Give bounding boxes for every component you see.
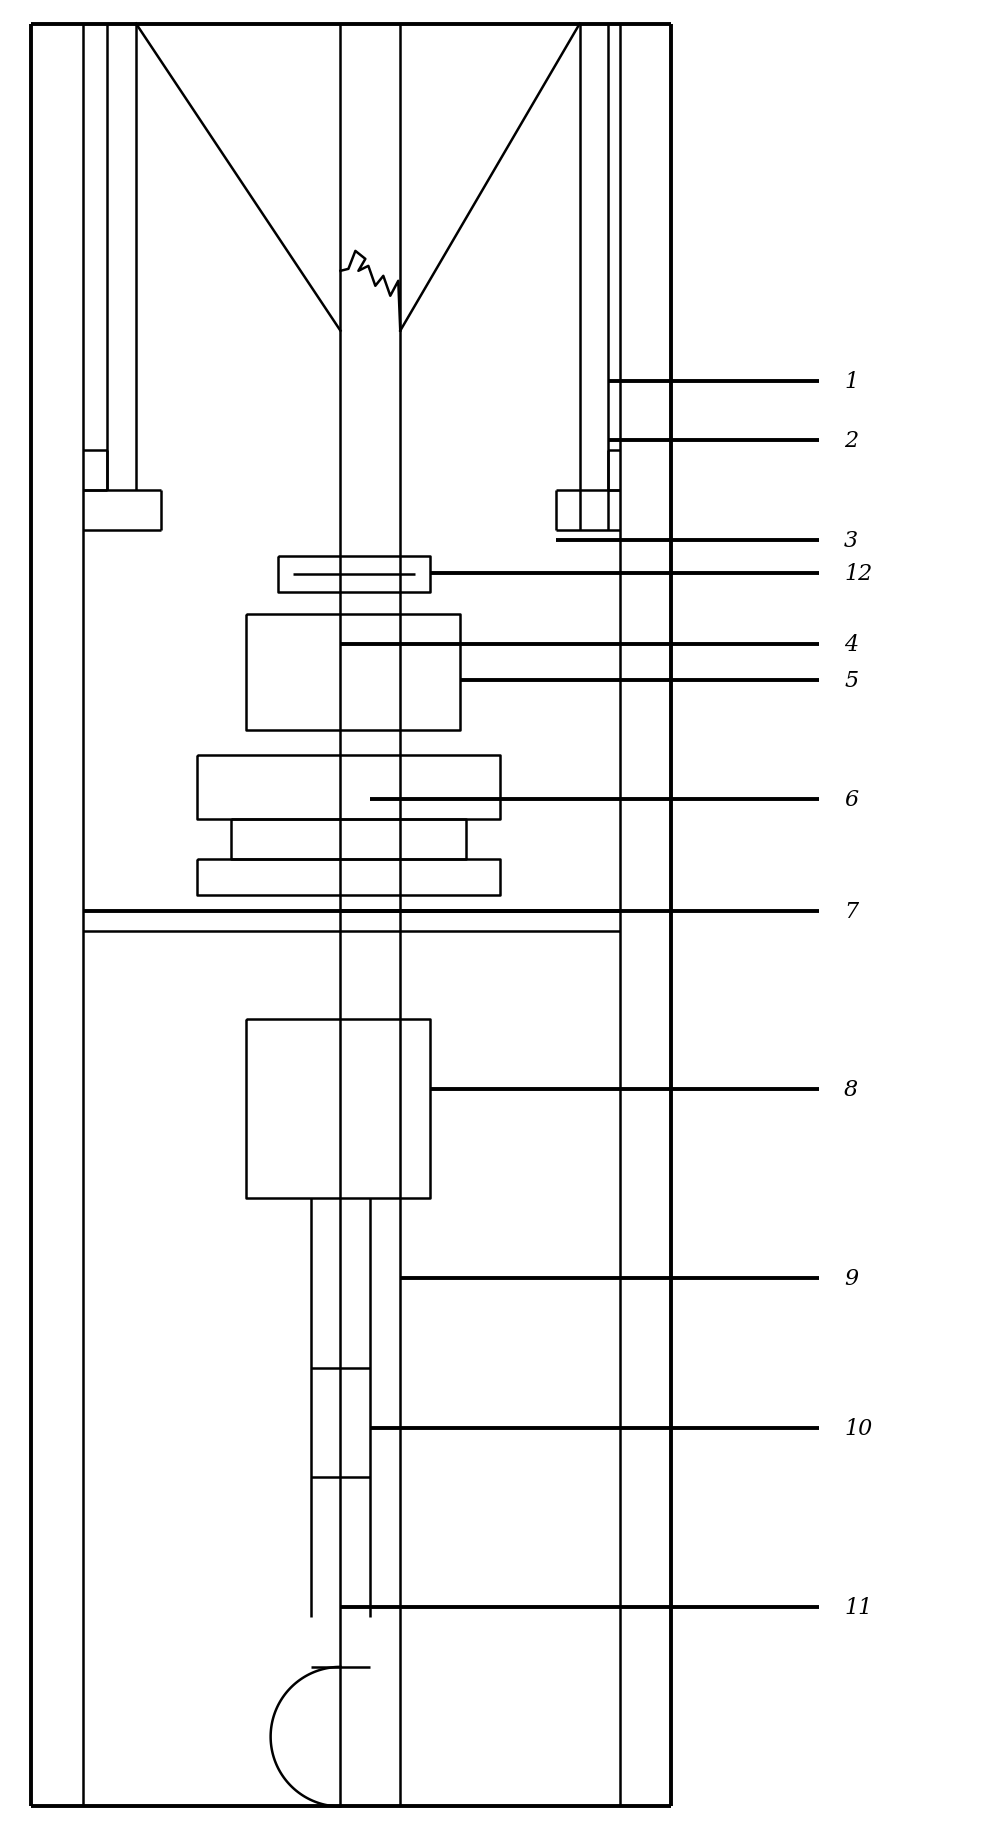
Text: 1: 1 [844, 370, 858, 392]
Text: 9: 9 [844, 1267, 858, 1289]
Text: 2: 2 [844, 430, 858, 452]
Text: 3: 3 [844, 530, 858, 552]
Text: 8: 8 [844, 1078, 858, 1100]
Text: 7: 7 [844, 901, 858, 923]
Text: 10: 10 [844, 1416, 872, 1438]
Text: 5: 5 [844, 669, 858, 691]
Text: 11: 11 [844, 1596, 872, 1618]
Text: 4: 4 [844, 633, 858, 655]
Text: 12: 12 [844, 563, 872, 585]
Text: 6: 6 [844, 789, 858, 811]
